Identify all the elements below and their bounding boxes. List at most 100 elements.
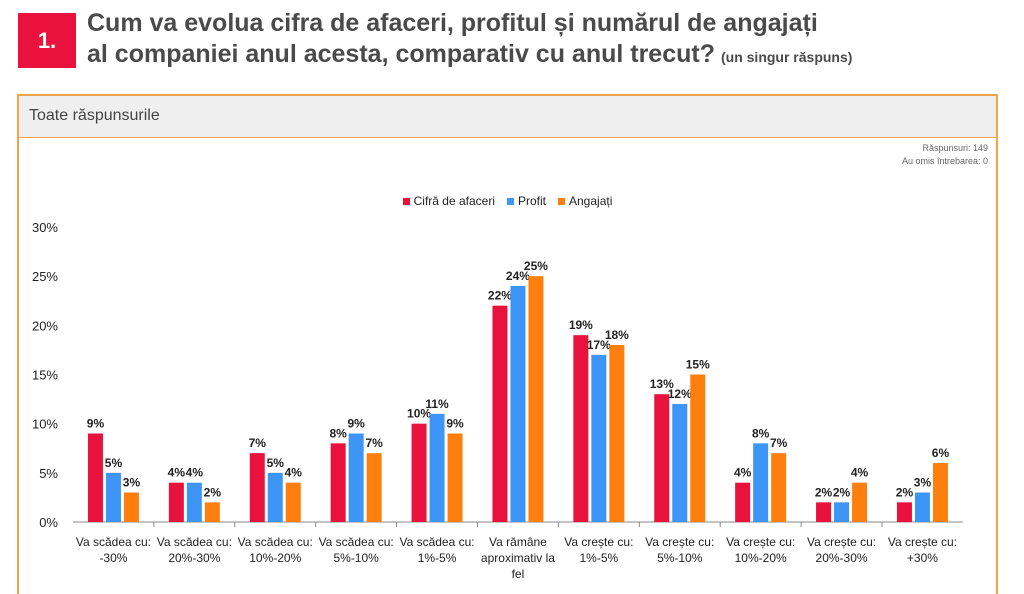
- bar: [914, 492, 930, 522]
- chart-panel: Toate răspunsurile Răspunsuri: 149 Au om…: [17, 94, 998, 594]
- legend-item-cifra[interactable]: Cifră de afaceri: [402, 194, 495, 208]
- x-tick-label: -30%: [99, 551, 127, 565]
- title-note: (un singur răspuns): [720, 49, 853, 65]
- data-label: 2%: [896, 485, 914, 499]
- data-label: 4%: [734, 466, 752, 480]
- bar: [528, 276, 544, 522]
- y-tick-label: 20%: [32, 318, 58, 333]
- x-tick-label: Va scădea cu:: [76, 535, 151, 549]
- data-label: 25%: [524, 259, 548, 273]
- data-label: 8%: [329, 426, 347, 440]
- response-stats: Răspunsuri: 149 Au omis întrebarea: 0: [902, 142, 988, 168]
- x-tick-label: 1%-5%: [418, 551, 457, 565]
- x-tick-label: aproximativ la: [481, 551, 555, 565]
- data-label: 4%: [851, 466, 869, 480]
- bar: [654, 394, 670, 522]
- bar: [249, 453, 265, 522]
- panel-header[interactable]: Toate răspunsurile: [19, 96, 996, 138]
- x-tick-label: 5%-10%: [333, 551, 379, 565]
- data-label: 24%: [506, 269, 530, 283]
- bar: [348, 433, 364, 522]
- data-label: 11%: [425, 397, 449, 411]
- x-tick-label: 10%-20%: [249, 551, 301, 565]
- bar: [816, 502, 832, 522]
- data-label: 7%: [770, 436, 788, 450]
- question-title: Cum va evolua cifra de afaceri, profitul…: [87, 8, 852, 73]
- legend-label-profit: Profit: [517, 194, 546, 208]
- title-line-2: al companiei anul acesta, comparativ cu …: [87, 40, 715, 68]
- data-label: 3%: [914, 476, 932, 490]
- data-label: 9%: [87, 417, 105, 431]
- x-tick-label: 5%-10%: [657, 551, 703, 565]
- data-label: 2%: [833, 485, 851, 499]
- skipped-count: Au omis întrebarea: 0: [901, 156, 988, 166]
- data-label: 4%: [168, 466, 186, 480]
- x-tick-label: Va crește cu:: [645, 535, 714, 549]
- y-tick-label: 10%: [32, 417, 58, 432]
- bar: [492, 305, 508, 522]
- x-tick-label: 20%-30%: [816, 551, 868, 565]
- x-tick-label: 20%-30%: [168, 551, 220, 565]
- legend-swatch-profit: [506, 197, 514, 205]
- legend-item-profit[interactable]: Profit: [506, 194, 546, 208]
- data-label: 22%: [488, 289, 512, 303]
- data-label: 17%: [587, 338, 611, 352]
- x-tick-label: +30%: [907, 551, 938, 565]
- data-label: 7%: [365, 436, 383, 450]
- y-tick-label: 0%: [39, 515, 58, 530]
- y-tick-label: 5%: [39, 466, 58, 481]
- data-label: 3%: [123, 476, 141, 490]
- data-label: 9%: [347, 417, 365, 431]
- bar: [186, 482, 202, 522]
- bar: [105, 472, 121, 522]
- bar: [609, 345, 625, 522]
- data-label: 19%: [569, 318, 593, 332]
- bar: [87, 433, 103, 522]
- bar: [690, 374, 706, 522]
- x-tick-label: fel: [512, 567, 525, 581]
- data-label: 7%: [249, 436, 267, 450]
- legend-item-angajati[interactable]: Angajați: [558, 194, 612, 208]
- bar: [591, 354, 607, 522]
- x-tick-label: 10%-20%: [735, 551, 787, 565]
- bar: [168, 482, 184, 522]
- bar: [753, 443, 769, 522]
- x-tick-label: Va scădea cu:: [399, 535, 474, 549]
- bar: [852, 482, 868, 522]
- bar: [932, 463, 948, 522]
- data-label: 18%: [605, 328, 629, 342]
- data-label: 4%: [285, 466, 303, 480]
- y-tick-label: 25%: [32, 269, 58, 284]
- bar: [896, 502, 912, 522]
- x-tick-label: Va crește cu:: [564, 535, 633, 549]
- x-tick-label: Va crește cu:: [726, 535, 795, 549]
- responses-count: Răspunsuri: 149: [922, 143, 988, 153]
- bar: [573, 335, 589, 522]
- title-line-1: Cum va evolua cifra de afaceri, profitul…: [87, 9, 818, 37]
- bar: [672, 404, 688, 522]
- data-label: 9%: [446, 417, 464, 431]
- question-number: 1.: [37, 27, 57, 53]
- data-label: 5%: [267, 456, 285, 470]
- bar: [285, 482, 301, 522]
- x-tick-label: Va crește cu:: [888, 535, 957, 549]
- data-label: 15%: [686, 358, 710, 372]
- bar: [411, 423, 427, 522]
- bar: [771, 453, 787, 522]
- bar: [834, 502, 850, 522]
- bar: [267, 472, 283, 522]
- x-tick-label: Va crește cu:: [807, 535, 876, 549]
- data-label: 5%: [105, 456, 123, 470]
- legend-label-cifra: Cifră de afaceri: [413, 194, 495, 208]
- bar: [429, 413, 445, 522]
- chart-legend: Cifră de afaceri Profit Angajați: [19, 194, 996, 208]
- bar: [204, 502, 220, 522]
- x-tick-label: 1%-5%: [580, 551, 619, 565]
- data-label: 2%: [204, 485, 222, 499]
- x-tick-label: Va scădea cu:: [238, 535, 313, 549]
- y-tick-label: 15%: [32, 368, 58, 383]
- legend-swatch-cifra: [402, 197, 410, 205]
- data-label: 13%: [650, 377, 674, 391]
- bar: [447, 433, 463, 522]
